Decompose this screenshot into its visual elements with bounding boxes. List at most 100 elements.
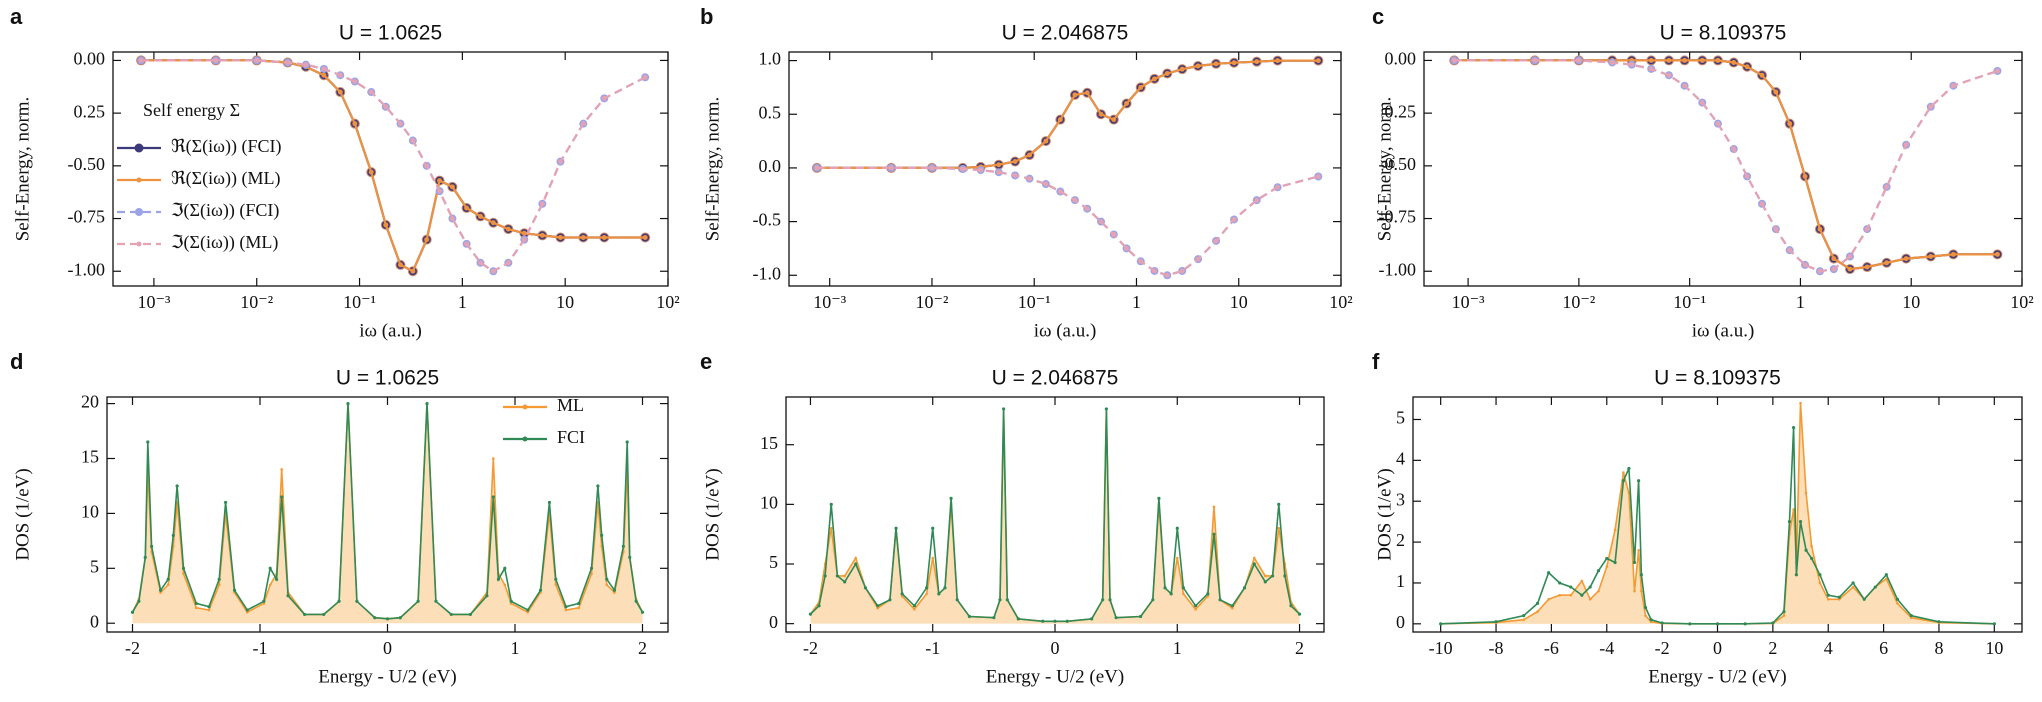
y-tick-label: 0.5 xyxy=(759,102,782,122)
marker xyxy=(1787,247,1793,253)
marker xyxy=(352,121,358,127)
marker xyxy=(580,235,586,241)
marker xyxy=(1782,614,1786,617)
marker xyxy=(1613,560,1617,565)
marker xyxy=(1632,560,1637,565)
marker xyxy=(843,574,846,578)
marker xyxy=(383,222,389,228)
marker xyxy=(1164,70,1170,76)
y-tick-label: 15 xyxy=(81,447,99,467)
marker xyxy=(1851,581,1855,585)
marker xyxy=(605,583,609,587)
marker xyxy=(146,440,150,444)
marker xyxy=(577,606,581,610)
marker xyxy=(589,566,594,570)
marker xyxy=(1597,589,1600,593)
marker xyxy=(485,594,489,598)
x-tick-label: 0 xyxy=(1051,638,1060,658)
y-tick-label: 0 xyxy=(769,612,778,632)
marker xyxy=(1253,556,1256,560)
marker xyxy=(158,588,163,592)
x-tick-label: -1 xyxy=(253,638,268,658)
marker xyxy=(368,89,374,95)
marker xyxy=(1715,121,1721,127)
marker xyxy=(1773,89,1779,95)
marker xyxy=(1682,83,1688,89)
marker xyxy=(509,599,513,603)
marker xyxy=(1230,604,1234,608)
marker xyxy=(1810,556,1814,561)
x-tick-label: 10 xyxy=(1902,292,1920,312)
marker xyxy=(996,162,1002,168)
marker xyxy=(1613,528,1617,532)
marker xyxy=(1111,117,1117,123)
marker xyxy=(1138,84,1144,90)
marker xyxy=(888,598,892,602)
marker xyxy=(642,74,648,80)
marker xyxy=(166,583,170,587)
x-tick-label: 10⁻² xyxy=(240,292,273,312)
marker xyxy=(613,591,616,594)
marker xyxy=(1643,605,1648,610)
marker xyxy=(383,104,389,110)
marker xyxy=(1885,577,1888,581)
marker xyxy=(1903,142,1909,148)
marker xyxy=(1072,92,1078,98)
marker xyxy=(1596,569,1601,573)
marker xyxy=(303,62,309,68)
y-axis-label: Self-Energy, norm. xyxy=(702,97,723,242)
marker xyxy=(1605,565,1609,568)
marker xyxy=(564,608,568,612)
marker xyxy=(1179,268,1185,274)
y-axis-label: DOS (1/eV) xyxy=(1374,468,1395,560)
marker xyxy=(817,604,821,608)
marker xyxy=(280,468,283,471)
x-tick-label: 10 xyxy=(556,292,574,312)
marker xyxy=(634,599,638,603)
marker xyxy=(876,604,880,608)
marker xyxy=(1027,176,1033,182)
plot-area xyxy=(136,55,651,277)
marker xyxy=(1494,620,1498,624)
marker xyxy=(1831,256,1837,262)
x-tick-label: -4 xyxy=(1599,638,1614,658)
marker xyxy=(321,66,327,72)
legend-title: Self energy Σ xyxy=(143,100,240,120)
plot-area xyxy=(1439,401,1996,626)
marker xyxy=(1622,471,1625,474)
x-axis-label: iω (a.u.) xyxy=(359,320,422,341)
marker xyxy=(175,484,179,488)
marker xyxy=(1909,614,1913,618)
marker xyxy=(181,566,186,570)
x-tick-label: 1 xyxy=(1132,292,1141,312)
marker xyxy=(262,602,266,605)
marker xyxy=(194,606,198,610)
marker xyxy=(232,588,237,592)
plot-frame xyxy=(1412,396,2023,633)
marker xyxy=(1621,479,1625,483)
marker xyxy=(863,586,868,590)
marker xyxy=(547,500,552,505)
marker xyxy=(992,616,996,620)
marker xyxy=(640,610,645,614)
line xyxy=(1454,59,1998,271)
marker xyxy=(1759,201,1765,207)
marker xyxy=(1851,585,1855,589)
marker xyxy=(1275,184,1281,190)
marker xyxy=(628,555,632,559)
marker xyxy=(526,610,530,614)
marker xyxy=(949,496,953,500)
marker xyxy=(437,178,443,184)
marker xyxy=(557,235,563,241)
marker xyxy=(1181,586,1185,590)
x-tick-label: 10² xyxy=(2010,292,2033,312)
marker xyxy=(625,440,629,444)
marker xyxy=(368,169,374,175)
marker xyxy=(829,526,833,530)
plot-area xyxy=(811,55,1324,280)
marker xyxy=(424,237,430,243)
x-tick-label: 2 xyxy=(1768,638,1777,658)
marker xyxy=(464,205,470,211)
chart-title: U = 2.046875 xyxy=(992,367,1119,390)
x-tick-label: -2 xyxy=(803,638,818,658)
